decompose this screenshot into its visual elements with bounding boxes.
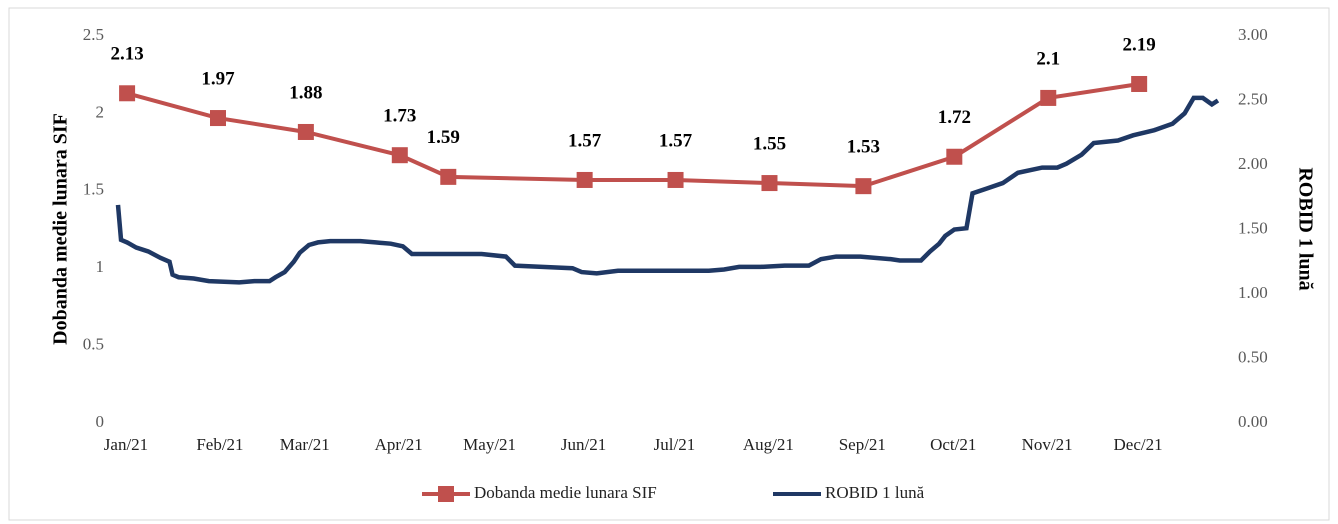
x-tick-label: May/21 — [463, 435, 516, 454]
y-tick-label: 0 — [96, 412, 105, 431]
x-tick-label: Feb/21 — [196, 435, 243, 454]
x-tick-label: Jan/21 — [104, 435, 148, 454]
x-tick-label: Dec/21 — [1114, 435, 1163, 454]
data-label: 1.57 — [568, 130, 602, 151]
marker — [761, 175, 778, 192]
data-label: 1.53 — [847, 137, 880, 158]
y2-tick-label: 1.50 — [1238, 218, 1268, 237]
y2-tick-label: 2.00 — [1238, 154, 1268, 173]
marker — [855, 178, 872, 195]
marker — [209, 110, 226, 127]
data-label: 2.1 — [1036, 48, 1060, 69]
x-tick-label: Oct/21 — [930, 435, 976, 454]
x-tick-label: Sep/21 — [839, 435, 886, 454]
data-label: 1.97 — [201, 68, 235, 89]
x-tick-label: Nov/21 — [1022, 435, 1073, 454]
data-label: 1.57 — [659, 130, 693, 151]
x-tick-label: Jun/21 — [561, 435, 606, 454]
line-series — [115, 95, 1220, 285]
marker — [391, 147, 408, 164]
legend-marker — [438, 486, 454, 502]
y-tick-label: 2 — [96, 102, 105, 121]
marker — [667, 171, 684, 188]
y-axis-label: Dobanda medie lunara SIF — [50, 113, 72, 345]
y2-tick-label: 1.00 — [1238, 283, 1268, 302]
marker — [297, 123, 314, 140]
y-tick-label: 1.5 — [83, 180, 104, 199]
data-label: 2.13 — [110, 44, 143, 65]
marker — [440, 168, 457, 185]
x-tick-label: Jul/21 — [654, 435, 696, 454]
line-series — [126, 82, 1140, 189]
x-tick-label: Aug/21 — [743, 435, 794, 454]
data-label: 1.88 — [289, 82, 322, 103]
marker — [1040, 89, 1057, 106]
marker — [576, 171, 593, 188]
x-tick-label: Mar/21 — [280, 435, 330, 454]
marker — [1131, 75, 1148, 92]
y2-tick-label: 3.00 — [1238, 25, 1268, 44]
data-label: 2.19 — [1123, 34, 1156, 55]
y-tick-label: 0.5 — [83, 335, 104, 354]
legend-label: Dobanda medie lunara SIF — [474, 483, 657, 502]
marker — [946, 148, 963, 165]
y2-tick-label: 0.00 — [1238, 412, 1268, 431]
y2-tick-label: 0.50 — [1238, 347, 1268, 366]
data-label: 1.55 — [753, 133, 786, 154]
x-tick-label: Apr/21 — [375, 435, 423, 454]
data-label: 1.73 — [383, 106, 416, 127]
y-tick-label: 1 — [96, 257, 105, 276]
marker — [119, 85, 136, 102]
legend-label: ROBID 1 lună — [825, 483, 925, 502]
data-label: 1.59 — [427, 127, 460, 148]
y-tick-label: 2.5 — [83, 25, 104, 44]
data-label: 1.72 — [938, 107, 971, 128]
y2-axis-label: ROBID 1 lună — [1294, 167, 1316, 290]
y2-tick-label: 2.50 — [1238, 89, 1268, 108]
chart-frame — [8, 7, 1330, 521]
